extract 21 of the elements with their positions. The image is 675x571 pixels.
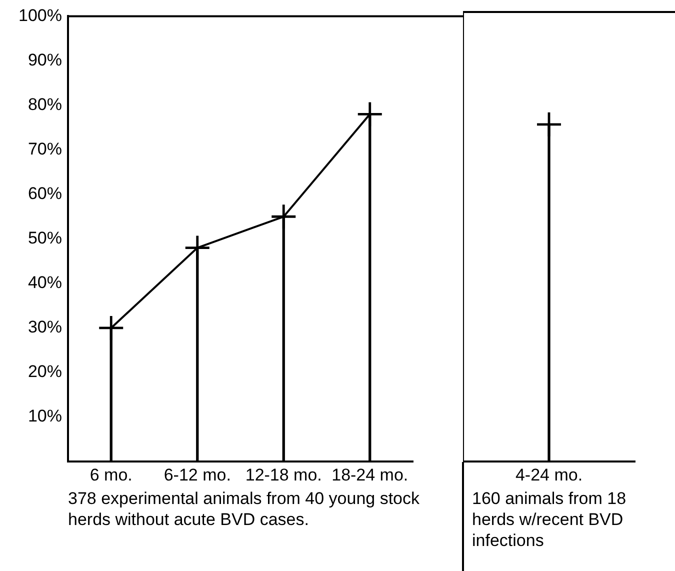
x-axis-title: 378 experimental animals from 40 young stock herds without acute BVD cases. xyxy=(68,488,421,530)
y-tick-label: 100% xyxy=(18,6,62,25)
x-tick-label: 6 mo. xyxy=(90,465,132,484)
x-tick-label: 12-18 mo. xyxy=(245,465,322,484)
y-tick-label: 40% xyxy=(28,273,62,292)
x-tick-label: 18-24 mo. xyxy=(332,465,408,484)
point xyxy=(272,204,296,229)
point xyxy=(99,316,124,340)
x-tick-label: 4-24 mo. xyxy=(515,465,583,484)
y-tick-label: 80% xyxy=(28,94,62,114)
x-axis-title: 160 animals from 18 herds w/recent BVD infections xyxy=(472,488,628,551)
y-tick-label: 70% xyxy=(28,140,62,159)
point xyxy=(358,102,382,126)
y-tick-label: 60% xyxy=(28,184,62,204)
x-tick-label: 6-12 mo. xyxy=(164,465,231,484)
y-tick-label: 90% xyxy=(28,50,62,70)
point xyxy=(185,236,210,260)
y-tick-label: 30% xyxy=(28,318,62,337)
y-tick-label: 20% xyxy=(28,362,62,382)
y-tick-label: 50% xyxy=(28,228,62,248)
y-tick-label: 10% xyxy=(28,406,62,426)
